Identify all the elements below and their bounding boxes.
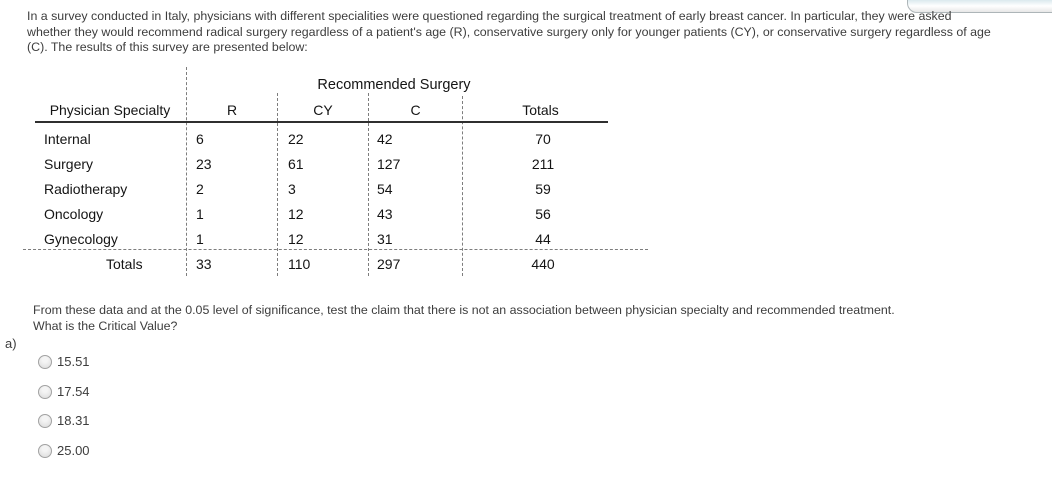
question-text: From these data and at the 0.05 level of… xyxy=(33,303,895,334)
header-underline xyxy=(35,121,608,123)
cell-r: 33 xyxy=(196,256,212,272)
cell-c: 297 xyxy=(377,256,401,272)
cell-cy: 110 xyxy=(288,256,311,272)
cell-cy: 12 xyxy=(288,206,304,222)
row-label-cell: Surgery xyxy=(44,156,94,172)
col-header-cy: CY xyxy=(313,102,333,118)
cell-r: 1 xyxy=(196,231,204,247)
cut-off-button[interactable] xyxy=(907,0,1052,13)
totals-divider xyxy=(23,249,648,250)
answer-label: 18.31 xyxy=(57,413,90,428)
radio-button[interactable] xyxy=(38,414,52,428)
cell-r: 1 xyxy=(196,206,204,222)
question-line: From these data and at the 0.05 level of… xyxy=(33,303,895,317)
row-label-cell: Gynecology xyxy=(44,231,118,247)
answer-label: 17.54 xyxy=(57,384,90,399)
col-header-c: C xyxy=(410,102,421,118)
cell-total: 211 xyxy=(531,156,555,172)
intro-line: whether they would recommend radical sur… xyxy=(27,24,991,39)
totals-row-label: Totals xyxy=(106,256,143,272)
table-group-header: Recommended Surgery xyxy=(317,77,471,93)
row-label-cell: Radiotherapy xyxy=(44,181,128,197)
cell-c: 54 xyxy=(377,181,393,197)
cell-c: 127 xyxy=(377,156,401,172)
cell-cy: 12 xyxy=(288,231,304,247)
cell-total: 59 xyxy=(535,181,551,197)
cell-c: 31 xyxy=(377,231,393,247)
cell-r: 6 xyxy=(196,131,204,147)
column-divider-4 xyxy=(462,96,463,276)
cell-total: 44 xyxy=(535,231,551,247)
col-header-r: R xyxy=(226,102,238,118)
column-divider-2 xyxy=(277,93,278,276)
cell-cy: 22 xyxy=(288,131,304,147)
col-header-totals: Totals xyxy=(522,102,559,118)
cell-r: 2 xyxy=(196,181,204,197)
column-divider-3 xyxy=(368,93,369,276)
cell-total: 70 xyxy=(535,131,551,147)
row-label-cell: Oncology xyxy=(44,206,104,222)
cell-total: 440 xyxy=(531,256,555,272)
question-line: What is the Critical Value? xyxy=(33,318,178,333)
answer-label: 25.00 xyxy=(57,443,90,458)
intro-line: (C). The results of this survey are pres… xyxy=(27,40,308,55)
part-label: a) xyxy=(5,336,17,351)
cell-cy: 3 xyxy=(288,181,296,197)
answer-label: 15.51 xyxy=(57,354,90,369)
cell-total: 56 xyxy=(535,206,551,222)
radio-button[interactable] xyxy=(38,385,52,399)
cell-c: 43 xyxy=(377,206,393,222)
cell-c: 42 xyxy=(377,131,393,147)
intro-line: In a survey conducted in Italy, physicia… xyxy=(27,9,952,23)
cell-r: 23 xyxy=(196,156,212,172)
row-label-cell: Internal xyxy=(44,131,91,147)
column-divider-1 xyxy=(186,67,187,276)
intro-paragraph: In a survey conducted in Italy, physicia… xyxy=(27,9,991,56)
radio-button[interactable] xyxy=(38,355,52,369)
radio-button[interactable] xyxy=(38,444,52,458)
col-header-specialty: Physician Specialty xyxy=(49,102,171,118)
cell-cy: 61 xyxy=(288,156,304,172)
